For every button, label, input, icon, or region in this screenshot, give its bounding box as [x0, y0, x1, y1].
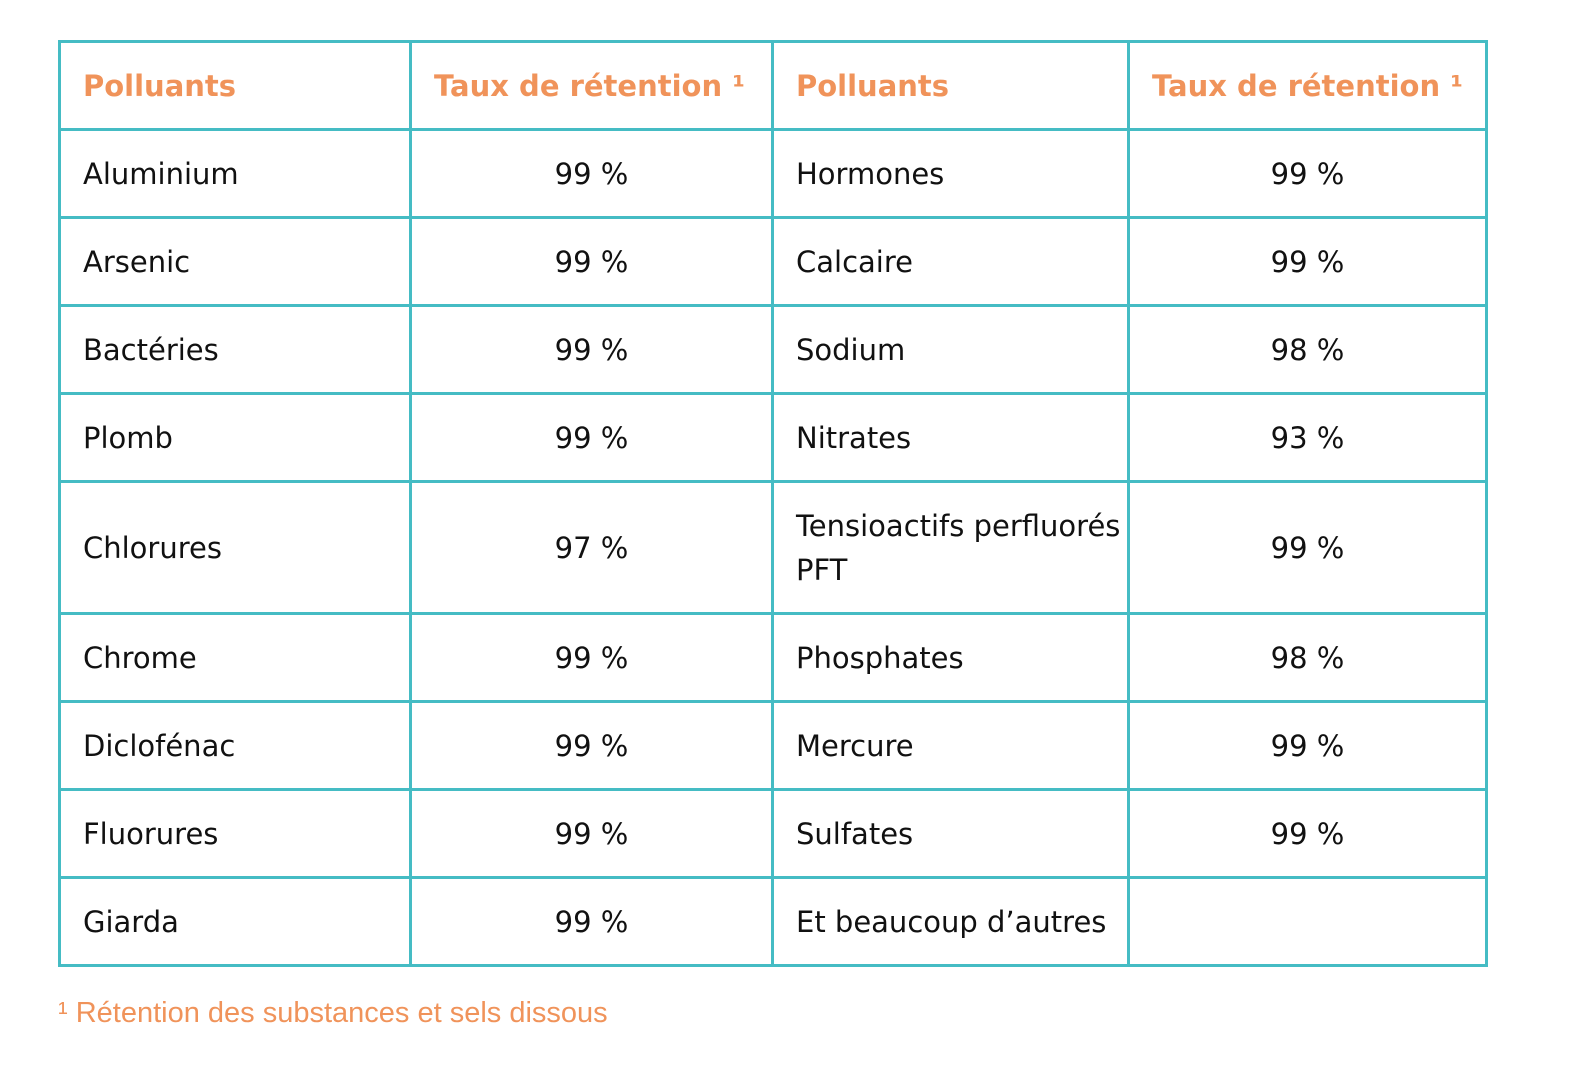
pollutant-cell: Hormones — [771, 128, 1130, 219]
pollutant-cell: Diclofénac — [58, 700, 412, 791]
retention-cell: 99 % — [1127, 480, 1488, 615]
pollutant-cell: Et beaucoup d’autres — [771, 876, 1130, 967]
pollutant-cell: Calcaire — [771, 216, 1130, 307]
table-row: Fluorures 99 % Sulfates 99 % — [58, 788, 1488, 879]
pollutant-cell: Phosphates — [771, 612, 1130, 703]
retention-cell: 99 % — [1127, 216, 1488, 307]
pollutant-cell: Sodium — [771, 304, 1130, 395]
retention-cell: 99 % — [409, 392, 774, 483]
retention-cell: 98 % — [1127, 304, 1488, 395]
pollutant-cell: Tensioactifs perfluorés PFT — [771, 480, 1130, 615]
retention-table: Polluants Taux de rétention ¹ Polluants … — [58, 40, 1488, 967]
header-pollutants-2: Polluants — [771, 40, 1130, 131]
retention-cell: 99 % — [1127, 788, 1488, 879]
retention-cell: 99 % — [409, 304, 774, 395]
pollutant-cell: Plomb — [58, 392, 412, 483]
retention-table-container: Polluants Taux de rétention ¹ Polluants … — [58, 40, 1488, 967]
pollutant-cell: Sulfates — [771, 788, 1130, 879]
pollutant-cell: Bactéries — [58, 304, 412, 395]
pollutant-cell: Arsenic — [58, 216, 412, 307]
retention-cell: 99 % — [409, 876, 774, 967]
pollutant-cell: Mercure — [771, 700, 1130, 791]
header-pollutants-1: Polluants — [58, 40, 412, 131]
retention-cell: 99 % — [409, 128, 774, 219]
retention-cell: 97 % — [409, 480, 774, 615]
retention-cell: 99 % — [409, 700, 774, 791]
retention-cell: 99 % — [409, 612, 774, 703]
table-header-row: Polluants Taux de rétention ¹ Polluants … — [58, 40, 1488, 131]
table-row: Bactéries 99 % Sodium 98 % — [58, 304, 1488, 395]
retention-cell: 99 % — [1127, 700, 1488, 791]
retention-cell: 98 % — [1127, 612, 1488, 703]
retention-cell: 93 % — [1127, 392, 1488, 483]
pollutant-cell: Aluminium — [58, 128, 412, 219]
footnote: ¹ Rétention des substances et sels disso… — [58, 997, 608, 1029]
retention-cell: 99 % — [409, 216, 774, 307]
retention-cell: 99 % — [1127, 128, 1488, 219]
retention-cell — [1127, 876, 1488, 967]
pollutant-cell: Chlorures — [58, 480, 412, 615]
retention-cell: 99 % — [409, 788, 774, 879]
table-row: Giarda 99 % Et beaucoup d’autres — [58, 876, 1488, 967]
pollutant-cell: Giarda — [58, 876, 412, 967]
table-row: Chrome 99 % Phosphates 98 % — [58, 612, 1488, 703]
table-row: Chlorures 97 % Tensioactifs perfluorés P… — [58, 480, 1488, 615]
table-row: Diclofénac 99 % Mercure 99 % — [58, 700, 1488, 791]
pollutant-cell: Fluorures — [58, 788, 412, 879]
table-row: Arsenic 99 % Calcaire 99 % — [58, 216, 1488, 307]
header-retention-2: Taux de rétention ¹ — [1127, 40, 1488, 131]
table-row: Plomb 99 % Nitrates 93 % — [58, 392, 1488, 483]
pollutant-cell: Chrome — [58, 612, 412, 703]
table-row: Aluminium 99 % Hormones 99 % — [58, 128, 1488, 219]
header-retention-1: Taux de rétention ¹ — [409, 40, 774, 131]
pollutant-cell: Nitrates — [771, 392, 1130, 483]
